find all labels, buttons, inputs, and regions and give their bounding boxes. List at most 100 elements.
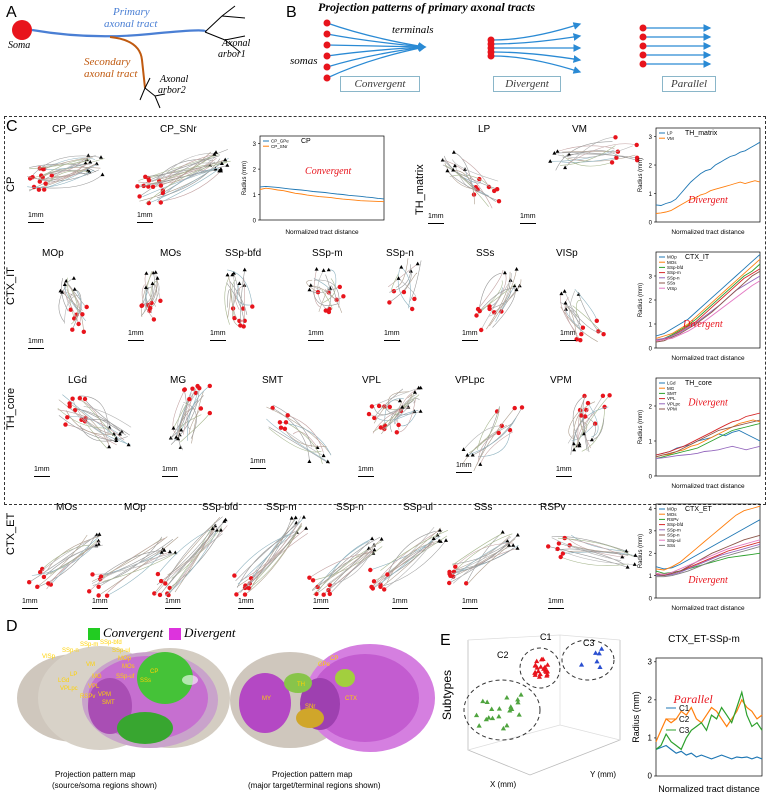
tracing [562,154,613,167]
tracing [43,545,97,578]
terminal-marker [548,159,553,163]
subtype-point [496,713,502,719]
brain1-region-label: SSp-m [80,642,98,648]
tracing [317,536,381,592]
tracing [571,534,627,552]
region-et-mos: MOs [56,502,78,513]
primary-tract-path [31,28,207,38]
neuron-bundle [135,149,231,206]
tracing [170,389,187,439]
legend-label-MOp: MOp [667,507,677,512]
neuron-bundle [461,405,525,472]
scale-bar-label: 1mm [210,330,226,337]
tracing [29,534,97,583]
tracing [151,162,222,183]
tracing [480,431,514,465]
x-axis-label: Normalized tract distance [285,229,359,236]
terminal-marker [577,441,582,446]
tracing [570,309,603,333]
tracing [100,538,163,580]
tracing [141,271,154,318]
chart-ctx-et: 0 1 2 3 4 MOpMOsRSPvSSp-bfdSSp-mSSp-nSSp-ulSS… [638,503,761,612]
soma-marker [326,588,331,593]
tracing [172,389,186,434]
tracing [142,168,216,197]
tracing [58,415,117,441]
tracing [370,535,441,571]
tracing [156,167,219,203]
tracing [58,285,67,323]
soma-marker [479,327,484,333]
soma-marker [37,179,42,184]
tracing [577,411,596,446]
tracing [562,151,618,153]
terminal-marker [168,435,173,440]
soma-marker [447,580,452,586]
terminal-marker [415,261,420,266]
brain1-region-label: SMT [102,700,115,706]
series-line-VPL [655,412,761,456]
brain1-region-label: SSp-uf [116,674,135,680]
tracing [287,415,324,453]
pattern-label: Divergent [687,575,728,586]
neuron-bundle [307,536,384,597]
terminal-marker [379,537,384,541]
y-tick-label: 1 [649,574,653,580]
scale-bar-label: 1mm [92,598,108,605]
series-line-SSp-ul [655,539,761,575]
region-core-vplpc: VPLpc [455,375,485,386]
terminal-marker [514,267,519,271]
tracing [472,407,523,456]
terminals-label: terminals [392,24,434,36]
soma-marker [76,321,81,327]
neuron-bundle [27,532,103,590]
soma-marker [40,566,45,572]
tracing [373,406,403,416]
plot-frame [655,377,761,477]
tracing [49,540,98,575]
scale-bar-label: 1mm [128,330,144,337]
y-tick-label: 2 [253,168,257,174]
scale-bar-label: 1mm [520,213,536,220]
secondary-tract-label-2: axonal tract [84,68,138,80]
region-et-ssp-m: SSp-m [266,502,297,513]
soma-marker [556,541,562,546]
brain1-region-label: SSp-ul [112,648,130,654]
tracing [442,159,493,209]
terminal-marker [94,161,99,166]
legend-label-C1: C1 [679,704,690,713]
terminal-marker [159,550,164,554]
soma-marker [582,393,587,399]
soma-marker [242,592,248,597]
tracing [61,291,84,311]
tracing [453,169,475,205]
terminal-marker [514,287,519,292]
brain1-region-label: SSs [140,678,151,684]
soma-dot [12,20,32,40]
neuron-bundle [266,404,332,465]
legend-label-SSp-ul: SSp-ul [667,538,681,543]
scale-bar [165,608,181,609]
terminal-marker [511,543,516,547]
soma-marker [592,421,598,426]
series-line-MOs [655,258,761,339]
scale-bar [358,476,374,477]
terminal-marker [222,519,227,523]
soma-marker [634,142,639,148]
terminal-marker [307,287,312,292]
x-axis-label: Normalized tract distance [671,355,745,362]
subtype-point [504,722,510,728]
soma-marker [198,406,204,411]
brain1-region-label: SSp-n [62,648,79,654]
region-et-sss: SSs [474,502,493,513]
soma-marker [307,575,312,580]
soma-marker [163,581,168,586]
tracing [231,288,241,327]
tracing [47,536,100,571]
tracing [143,152,217,187]
terminal-marker [582,431,586,436]
tracing [551,535,628,552]
legend-label-SSp-m: SSp-m [667,527,681,532]
terminal-marker [179,427,184,432]
neuron-bundle [559,289,606,343]
